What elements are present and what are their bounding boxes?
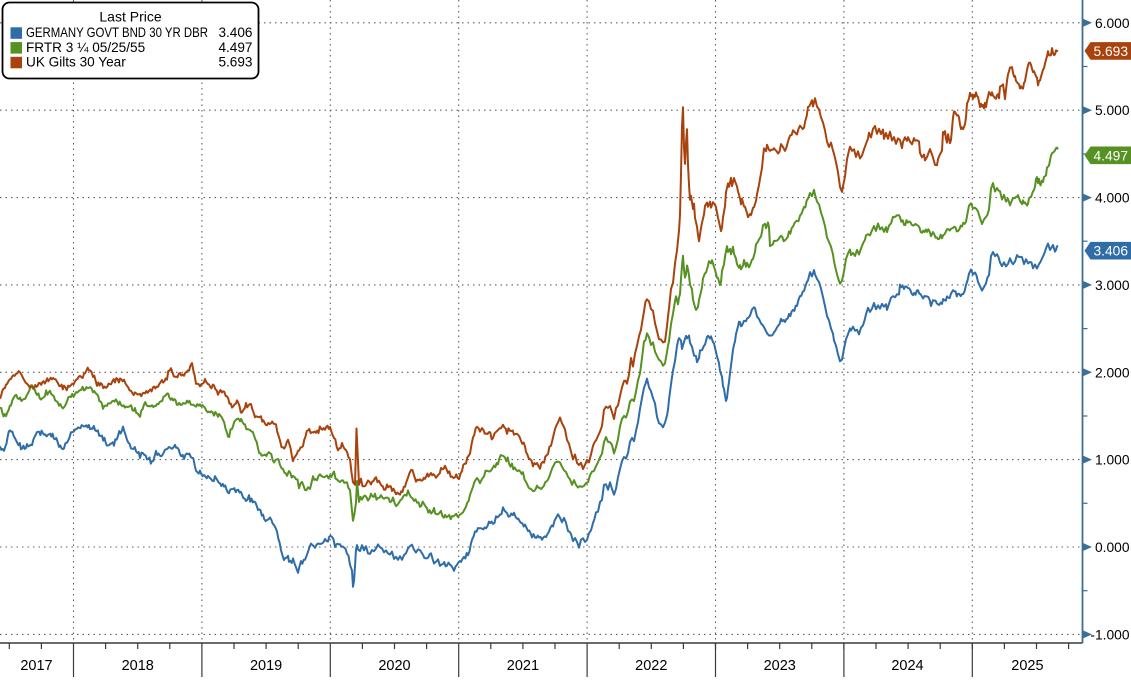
svg-text:Last Price: Last Price xyxy=(99,9,161,25)
svg-text:2024: 2024 xyxy=(891,658,923,674)
svg-text:2020: 2020 xyxy=(378,658,410,674)
svg-text:3.406: 3.406 xyxy=(218,25,252,40)
svg-text:2019: 2019 xyxy=(250,658,282,674)
svg-text:2022: 2022 xyxy=(635,658,667,674)
svg-text:2.000: 2.000 xyxy=(1095,365,1130,380)
svg-text:FRTR 3 ¼ 05/25/55: FRTR 3 ¼ 05/25/55 xyxy=(26,40,145,55)
svg-text:2023: 2023 xyxy=(764,658,796,674)
svg-text:GERMANY GOVT BND 30 YR DBR: GERMANY GOVT BND 30 YR DBR xyxy=(26,25,208,40)
svg-text:1.000: 1.000 xyxy=(1095,453,1130,468)
svg-text:5.693: 5.693 xyxy=(218,55,252,70)
svg-text:2018: 2018 xyxy=(122,658,154,674)
svg-text:5.000: 5.000 xyxy=(1095,103,1130,118)
svg-text:2017: 2017 xyxy=(20,658,52,674)
svg-text:3.406: 3.406 xyxy=(1093,244,1128,259)
svg-text:3.000: 3.000 xyxy=(1095,278,1130,293)
svg-text:5.693: 5.693 xyxy=(1093,44,1128,59)
svg-text:0.000: 0.000 xyxy=(1095,540,1130,555)
svg-text:6.000: 6.000 xyxy=(1095,16,1130,31)
svg-text:-1.000: -1.000 xyxy=(1090,627,1129,642)
svg-text:4.000: 4.000 xyxy=(1095,191,1130,206)
svg-text:UK Gilts 30 Year: UK Gilts 30 Year xyxy=(26,55,126,70)
svg-text:4.497: 4.497 xyxy=(218,40,252,55)
svg-text:4.497: 4.497 xyxy=(1093,148,1128,163)
svg-text:2021: 2021 xyxy=(507,658,539,674)
svg-text:2025: 2025 xyxy=(1011,658,1043,674)
